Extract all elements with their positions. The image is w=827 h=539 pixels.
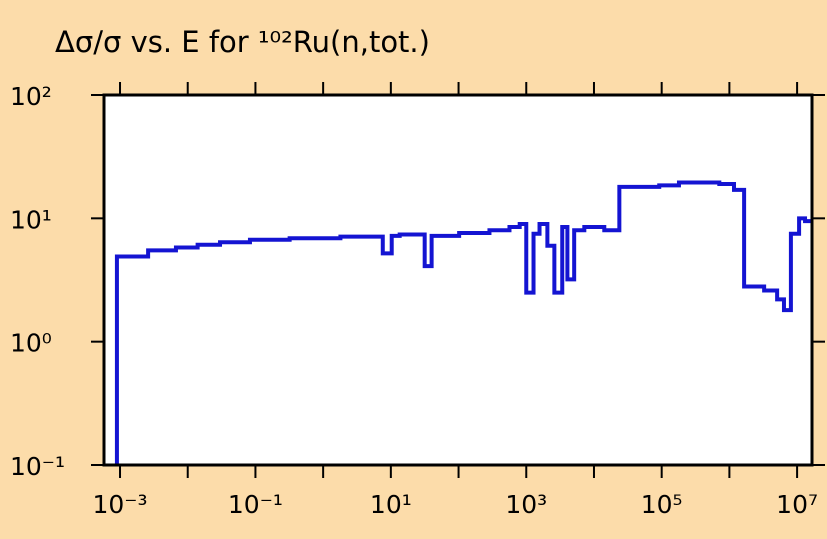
y-tick-label: 10⁻¹ [10, 452, 65, 481]
plot-frame [102, 93, 814, 467]
data-line [114, 180, 812, 465]
x-tick-label: 10⁻¹ [228, 490, 283, 519]
x-tick-label: 10⁻³ [93, 490, 148, 519]
x-tick-label: 10⁵ [641, 490, 683, 519]
y-tick-label: 10⁰ [10, 329, 52, 358]
x-tick-label: 10³ [505, 490, 547, 519]
x-tick-label: 10¹ [370, 490, 412, 519]
x-tick-label: 10⁷ [776, 490, 818, 519]
plot-area [104, 95, 812, 465]
y-tick-label: 10² [10, 82, 52, 111]
y-tick-label: 10¹ [10, 205, 52, 234]
chart-title: Δσ/σ vs. E for ¹⁰²Ru(n,tot.) [55, 25, 430, 59]
